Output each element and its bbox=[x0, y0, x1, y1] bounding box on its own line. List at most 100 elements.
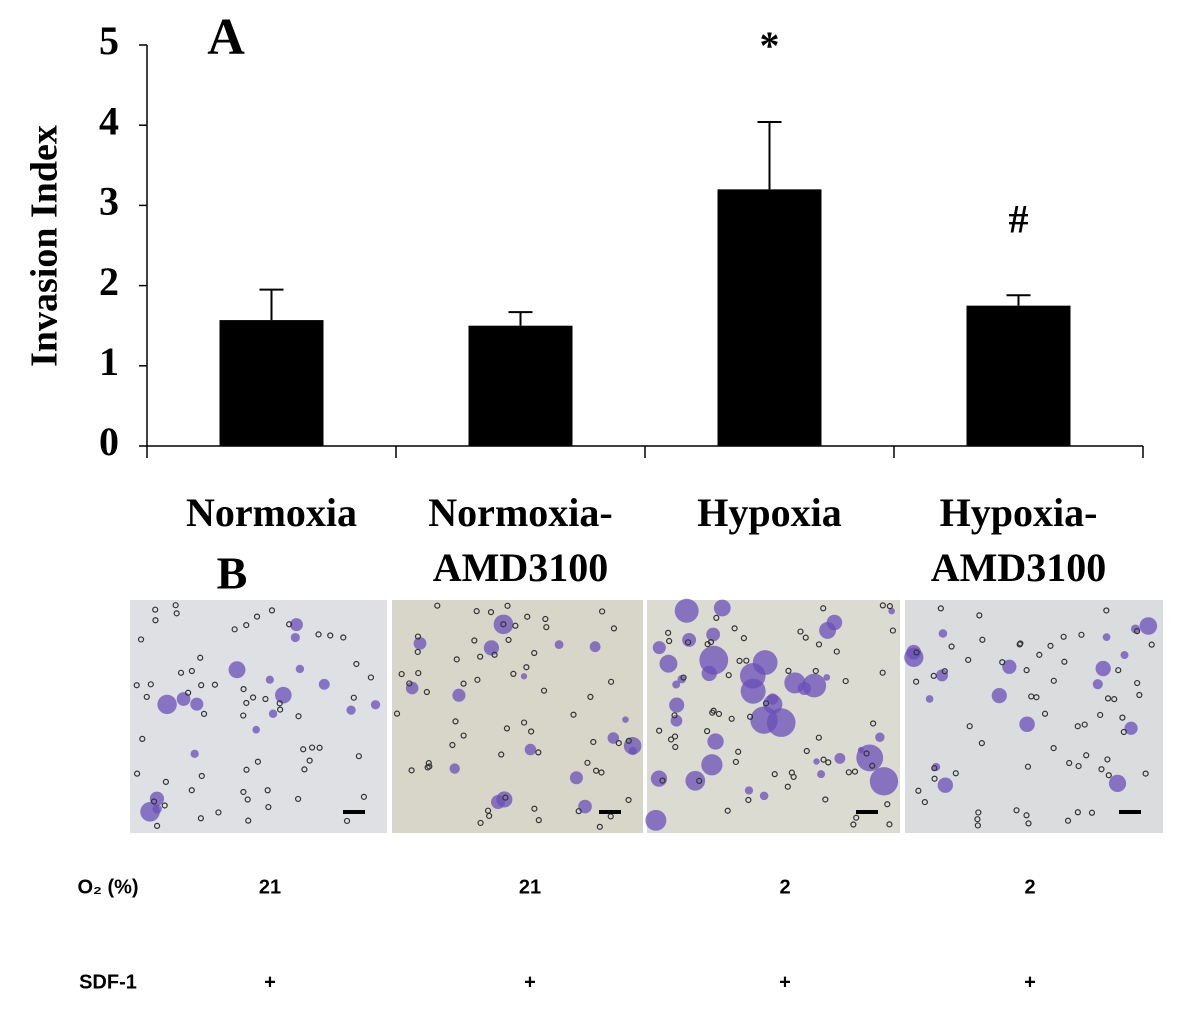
y-tick-label: 4 bbox=[99, 98, 119, 143]
pore bbox=[414, 648, 421, 656]
pore bbox=[474, 676, 481, 683]
pore bbox=[709, 709, 716, 716]
cell bbox=[289, 618, 303, 632]
pore bbox=[879, 602, 886, 609]
pore bbox=[510, 670, 517, 677]
table-cell: + bbox=[524, 971, 536, 993]
pore bbox=[1013, 807, 1020, 814]
pore bbox=[931, 765, 938, 772]
pore bbox=[150, 798, 158, 805]
pore bbox=[139, 735, 146, 742]
pore bbox=[471, 637, 478, 644]
pore bbox=[851, 768, 859, 775]
pore bbox=[713, 614, 720, 621]
pore bbox=[316, 744, 323, 751]
pore bbox=[1041, 710, 1049, 717]
pore bbox=[575, 808, 582, 815]
pore bbox=[797, 628, 804, 635]
pore bbox=[696, 777, 703, 784]
pore bbox=[703, 728, 711, 735]
pore bbox=[736, 657, 743, 664]
table-cell: + bbox=[264, 971, 276, 993]
cell bbox=[685, 770, 706, 791]
pore bbox=[306, 757, 313, 764]
pore bbox=[1083, 752, 1090, 759]
pore bbox=[952, 770, 959, 777]
cell bbox=[834, 752, 846, 764]
cell bbox=[413, 637, 427, 650]
pore bbox=[535, 749, 542, 756]
pore bbox=[434, 602, 441, 609]
pore bbox=[301, 766, 308, 773]
x-tick-label: Hypoxia-AMD3100 bbox=[930, 490, 1107, 590]
cell bbox=[1102, 633, 1111, 641]
cell bbox=[817, 770, 826, 779]
pore bbox=[785, 667, 792, 674]
pore bbox=[1136, 691, 1143, 699]
pore bbox=[735, 748, 742, 755]
pore bbox=[243, 699, 250, 707]
pore bbox=[367, 674, 375, 681]
pore bbox=[512, 622, 519, 629]
pore bbox=[523, 664, 530, 671]
cell bbox=[823, 674, 831, 681]
pore bbox=[1050, 745, 1057, 752]
pore bbox=[188, 787, 195, 794]
cell bbox=[1002, 659, 1017, 674]
pore bbox=[1105, 772, 1112, 779]
pore bbox=[879, 669, 886, 676]
pore bbox=[599, 608, 606, 615]
cell bbox=[672, 680, 681, 689]
pore bbox=[198, 682, 205, 689]
pore bbox=[173, 610, 180, 617]
pore bbox=[133, 770, 141, 777]
pore bbox=[414, 633, 422, 640]
table-cell: 2 bbox=[1024, 876, 1035, 898]
pore bbox=[360, 793, 368, 800]
pore bbox=[353, 660, 360, 668]
pore bbox=[941, 668, 948, 675]
cell bbox=[628, 746, 637, 756]
pore bbox=[473, 608, 480, 615]
table-cell: + bbox=[1024, 971, 1036, 993]
pore bbox=[584, 759, 591, 766]
pore bbox=[491, 651, 498, 658]
pore bbox=[460, 680, 467, 687]
pore bbox=[725, 672, 732, 679]
pore bbox=[842, 677, 849, 685]
cell bbox=[578, 799, 592, 814]
pore bbox=[502, 794, 509, 801]
pore bbox=[543, 624, 550, 631]
cell bbox=[875, 732, 885, 742]
pore bbox=[295, 713, 302, 720]
cell bbox=[569, 771, 583, 785]
bar bbox=[219, 320, 324, 446]
cell bbox=[483, 640, 500, 656]
pore bbox=[976, 612, 983, 619]
pore bbox=[1064, 817, 1072, 824]
pore bbox=[161, 802, 168, 809]
cell bbox=[740, 678, 766, 704]
pore bbox=[343, 817, 351, 825]
pore bbox=[1066, 759, 1073, 767]
annotation: * bbox=[760, 23, 780, 68]
pore bbox=[245, 817, 252, 824]
pore bbox=[406, 680, 413, 687]
pore bbox=[504, 602, 511, 609]
pore bbox=[1104, 695, 1112, 702]
pore bbox=[1016, 641, 1023, 648]
cell bbox=[290, 632, 300, 643]
pore bbox=[590, 738, 597, 746]
cell bbox=[813, 758, 820, 765]
pore bbox=[820, 605, 827, 612]
pore bbox=[715, 710, 723, 718]
cell bbox=[1095, 660, 1111, 677]
pore bbox=[833, 648, 840, 655]
pore bbox=[937, 605, 944, 612]
table-cell: + bbox=[779, 971, 791, 993]
pore bbox=[340, 634, 347, 641]
pore bbox=[886, 603, 894, 610]
cell bbox=[149, 791, 165, 806]
pore bbox=[625, 737, 632, 744]
pore bbox=[659, 777, 666, 784]
